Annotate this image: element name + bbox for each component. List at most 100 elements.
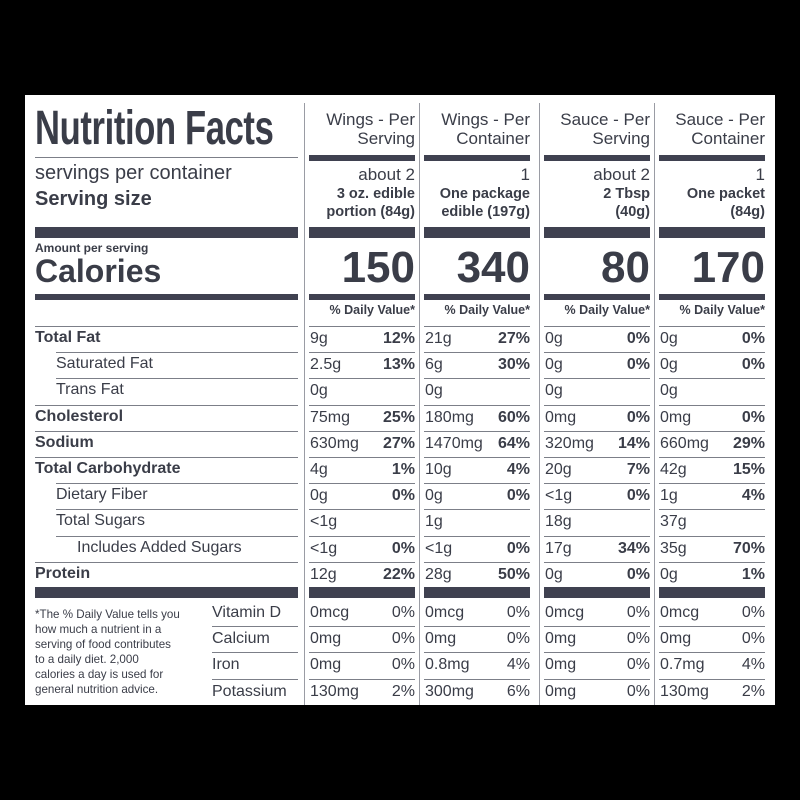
nutrient-amount: 18g <box>545 513 572 531</box>
row-divider <box>424 457 530 458</box>
nutrient-dv: 0% <box>506 487 530 505</box>
vitamin-label-3: Potassium <box>212 682 287 700</box>
row-divider <box>424 404 530 406</box>
vitamin-dv: 2% <box>741 682 765 700</box>
column-separator <box>304 103 305 705</box>
nutrient-amount: 75mg <box>310 408 351 426</box>
vitamin-divider <box>212 626 298 628</box>
nutrient-dv: 0% <box>741 356 765 374</box>
vitamin-dv: 0% <box>626 656 650 674</box>
vitamin-amount: 0mg <box>545 630 577 648</box>
column-servings-2: about 2 <box>593 165 650 184</box>
vitamin-amount: 0mg <box>310 630 342 648</box>
nutrient-dv: 25% <box>382 408 415 426</box>
daily-value-header-1: % Daily Value* <box>444 303 530 317</box>
nutrient-dv: 27% <box>382 434 415 452</box>
nutrient-amount: 0g <box>310 487 328 505</box>
nutrient-dv: 27% <box>497 330 530 347</box>
vitamin-label-1: Calcium <box>212 630 270 648</box>
column-separator <box>654 103 655 705</box>
nutrient-dv: 22% <box>382 565 415 583</box>
nutrient-label-1: Saturated Fat <box>56 355 153 373</box>
row-divider <box>309 509 415 511</box>
column-size-2-line1: 2 Tbsp <box>603 186 650 202</box>
nutrient-dv: 12% <box>382 330 415 347</box>
vitamin-amount: 0mcg <box>660 604 700 621</box>
row-divider <box>56 509 298 511</box>
row-divider <box>309 404 415 406</box>
daily-value-header-2: % Daily Value* <box>564 303 650 317</box>
row-divider <box>659 509 765 511</box>
vitamin-dv: 0% <box>506 630 530 648</box>
daily-value-header-0: % Daily Value* <box>329 303 415 317</box>
calories-value-0: 150 <box>341 243 415 292</box>
vitamin-divider <box>659 626 765 628</box>
vitamin-divider <box>424 652 530 654</box>
vitamin-divider <box>309 678 415 680</box>
row-divider <box>424 535 530 537</box>
row-divider <box>309 535 415 537</box>
column-top-bar <box>659 155 765 161</box>
column-top-bar <box>424 155 530 161</box>
footnote-line: calories a day is used for <box>35 668 164 681</box>
nutrient-label-8: Includes Added Sugars <box>77 538 242 556</box>
nutrient-amount: 0g <box>425 382 443 400</box>
row-divider-top <box>659 326 765 327</box>
vitamin-amount: 0mcg <box>545 604 585 621</box>
nutrient-label-6: Dietary Fiber <box>56 486 148 504</box>
row-divider <box>309 430 415 432</box>
column-top-bar <box>309 155 415 161</box>
column-cal-bar <box>544 294 650 300</box>
vitamin-dv: 0% <box>741 604 765 621</box>
column-separator <box>539 103 540 705</box>
vitamin-divider <box>544 678 650 680</box>
row-divider <box>35 561 298 563</box>
nutrient-dv: 0% <box>741 408 765 426</box>
row-divider <box>424 509 530 511</box>
column-thick-bar <box>659 227 765 238</box>
row-divider <box>35 430 298 432</box>
column-thick-bar <box>309 227 415 238</box>
column-thick-bar-bottom <box>309 587 415 598</box>
nutrient-dv: 7% <box>626 461 650 478</box>
column-size-3-line1: One packet <box>686 186 765 202</box>
vitamin-amount: 0.8mg <box>425 656 470 674</box>
vitamin-amount: 130mg <box>660 682 709 700</box>
row-divider <box>424 352 530 354</box>
row-divider <box>544 457 650 458</box>
row-divider <box>659 378 765 380</box>
nutrient-dv: 0% <box>626 565 650 583</box>
column-size-0-line1: 3 oz. edible <box>336 186 415 202</box>
row-divider <box>659 352 765 354</box>
nutrient-label-9: Protein <box>35 564 91 582</box>
vitamin-divider <box>424 678 530 680</box>
nutrient-amount: 35g <box>660 539 687 557</box>
row-divider <box>659 430 765 432</box>
row-divider <box>544 352 650 354</box>
vitamin-divider <box>544 626 650 628</box>
column-header-2-line1: Sauce - Per <box>560 110 650 129</box>
row-divider <box>659 404 765 406</box>
column-thick-bar <box>424 227 530 238</box>
nutrient-dv: 30% <box>497 356 530 374</box>
nutrition-facts-label: Nutrition Facts servings per container S… <box>25 95 775 705</box>
row-divider <box>659 457 765 458</box>
column-size-1-line2: edible (197g) <box>441 204 530 220</box>
nutrient-amount: 0mg <box>660 408 692 426</box>
column-cal-bar <box>424 294 530 300</box>
vitamin-amount: 0.7mg <box>660 656 705 674</box>
nutrient-amount: 180mg <box>425 408 474 426</box>
vitamin-dv: 0% <box>626 682 650 700</box>
column-header-3-line2: Container <box>691 129 765 148</box>
column-header-2-line2: Serving <box>592 129 650 148</box>
vitamin-divider <box>544 652 650 654</box>
column-servings-3: 1 <box>755 165 765 184</box>
vitamin-dv: 6% <box>506 682 530 700</box>
nutrient-amount: 1470mg <box>425 434 483 452</box>
nutrient-dv: 34% <box>617 539 650 557</box>
nutrient-dv: 50% <box>497 565 530 583</box>
column-size-3-line2: (84g) <box>730 204 765 220</box>
row-divider <box>659 483 765 485</box>
vitamin-divider <box>424 626 530 628</box>
nutrient-amount: 20g <box>545 461 572 478</box>
